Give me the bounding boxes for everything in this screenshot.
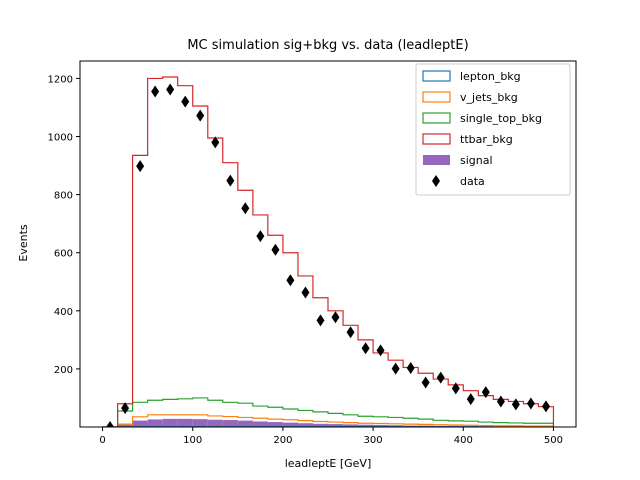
signal-bar <box>252 421 268 427</box>
signal-bar <box>267 422 283 427</box>
legend-swatch-single-top-bkg <box>422 112 451 124</box>
signal-bar <box>162 418 178 427</box>
data-point <box>226 174 235 187</box>
legend-swatch-v-jets-bkg <box>422 91 451 103</box>
x-tick-label: 400 <box>454 435 473 446</box>
legend-swatch-lepton-bkg <box>422 70 451 82</box>
y-tick-label: 1200 <box>48 74 73 85</box>
signal-bar <box>132 420 148 427</box>
data-point <box>421 376 430 389</box>
data-point <box>286 274 295 287</box>
signal-bar <box>312 423 328 427</box>
signal-bar <box>282 422 298 427</box>
legend-label-single-top-bkg: single_top_bkg <box>460 112 542 125</box>
data-point <box>406 362 415 375</box>
signal-bar <box>117 424 133 427</box>
data-point <box>241 202 250 215</box>
data-point <box>181 95 190 108</box>
axes-frame <box>79 60 577 428</box>
signal-bar <box>192 419 208 427</box>
y-tick-label: 600 <box>54 249 73 260</box>
legend: lepton_bkg v_jets_bkg single_top_bkg ttbar_… <box>415 63 571 196</box>
y-tick-label: 800 <box>54 191 73 202</box>
v-jets-bkg-step-line <box>102 414 555 427</box>
data-point <box>136 160 145 173</box>
signal-bar <box>207 419 223 427</box>
data-point <box>451 382 460 395</box>
legend-label-ttbar-bkg: ttbar_bkg <box>460 133 513 146</box>
data-point <box>151 85 160 98</box>
data-point <box>496 395 505 408</box>
data-point <box>466 393 475 406</box>
signal-bar <box>358 424 374 427</box>
data-point <box>196 109 205 122</box>
data-point <box>256 230 265 243</box>
data-point <box>436 371 445 384</box>
signal-bar <box>177 418 193 427</box>
data-point <box>376 344 385 357</box>
data-point <box>271 243 280 256</box>
legend-label-signal: signal <box>460 154 493 167</box>
data-point <box>331 311 340 324</box>
x-tick-label: 500 <box>544 435 563 446</box>
legend-label-data: data <box>460 175 485 188</box>
x-tick-label: 0 <box>99 435 105 446</box>
y-tick-label: 400 <box>54 307 73 318</box>
signal-bar <box>237 420 253 427</box>
x-axis-ticks: 0 100 200 300 400 500 <box>99 427 563 446</box>
data-point <box>526 397 535 410</box>
y-axis-ticks: 200 400 600 800 1000 1200 <box>48 74 80 376</box>
data-point <box>361 342 370 355</box>
x-axis-label: leadleptE [GeV] <box>285 457 372 470</box>
data-point <box>106 421 115 427</box>
y-tick-label: 1000 <box>48 133 73 144</box>
data-point <box>391 362 400 375</box>
legend-swatch-data <box>432 175 440 187</box>
ttbar-bkg-step-line <box>102 76 555 427</box>
x-tick-label: 100 <box>183 435 202 446</box>
legend-label-lepton-bkg: lepton_bkg <box>460 70 521 83</box>
signal-bar <box>343 424 359 427</box>
signal-bar <box>297 423 313 427</box>
legend-label-v-jets-bkg: v_jets_bkg <box>460 91 518 104</box>
x-tick-label: 300 <box>364 435 383 446</box>
data-point <box>211 136 220 149</box>
x-tick-label: 200 <box>273 435 292 446</box>
legend-box <box>415 63 571 196</box>
chart-title: MC simulation sig+bkg vs. data (leadlept… <box>187 38 468 53</box>
legend-swatch-ttbar-bkg <box>422 133 451 145</box>
data-point <box>301 286 310 299</box>
single-top-bkg-step-line <box>102 397 555 427</box>
data-point <box>166 83 175 96</box>
axes-border <box>79 60 577 428</box>
data-point <box>316 314 325 327</box>
data-point <box>121 402 130 415</box>
signal-bar <box>328 424 344 427</box>
y-tick-label: 200 <box>54 365 73 376</box>
legend-swatch-signal <box>423 155 450 165</box>
signal-bar <box>373 424 389 427</box>
data-point <box>541 400 550 413</box>
y-axis-label: Events <box>17 224 30 262</box>
signal-bar <box>147 419 163 427</box>
data-point <box>511 398 520 411</box>
data-point <box>346 326 355 339</box>
data-point <box>481 386 490 399</box>
signal-bar <box>222 420 238 427</box>
